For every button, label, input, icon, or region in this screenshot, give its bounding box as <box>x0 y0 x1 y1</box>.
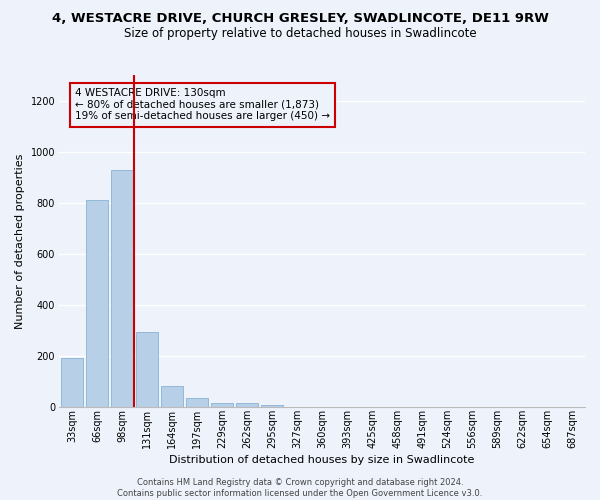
Text: 4, WESTACRE DRIVE, CHURCH GRESLEY, SWADLINCOTE, DE11 9RW: 4, WESTACRE DRIVE, CHURCH GRESLEY, SWADL… <box>52 12 548 26</box>
Bar <box>161 386 182 407</box>
Bar <box>262 404 283 407</box>
Bar <box>236 404 258 407</box>
Bar <box>61 358 83 408</box>
Bar <box>136 332 158 407</box>
Bar <box>211 402 233 407</box>
Bar <box>111 170 133 408</box>
Bar <box>187 398 208 407</box>
Y-axis label: Number of detached properties: Number of detached properties <box>15 154 25 329</box>
Text: 4 WESTACRE DRIVE: 130sqm
← 80% of detached houses are smaller (1,873)
19% of sem: 4 WESTACRE DRIVE: 130sqm ← 80% of detach… <box>75 88 330 122</box>
Text: Contains HM Land Registry data © Crown copyright and database right 2024.
Contai: Contains HM Land Registry data © Crown c… <box>118 478 482 498</box>
Bar <box>86 200 107 408</box>
Text: Size of property relative to detached houses in Swadlincote: Size of property relative to detached ho… <box>124 28 476 40</box>
X-axis label: Distribution of detached houses by size in Swadlincote: Distribution of detached houses by size … <box>169 455 475 465</box>
